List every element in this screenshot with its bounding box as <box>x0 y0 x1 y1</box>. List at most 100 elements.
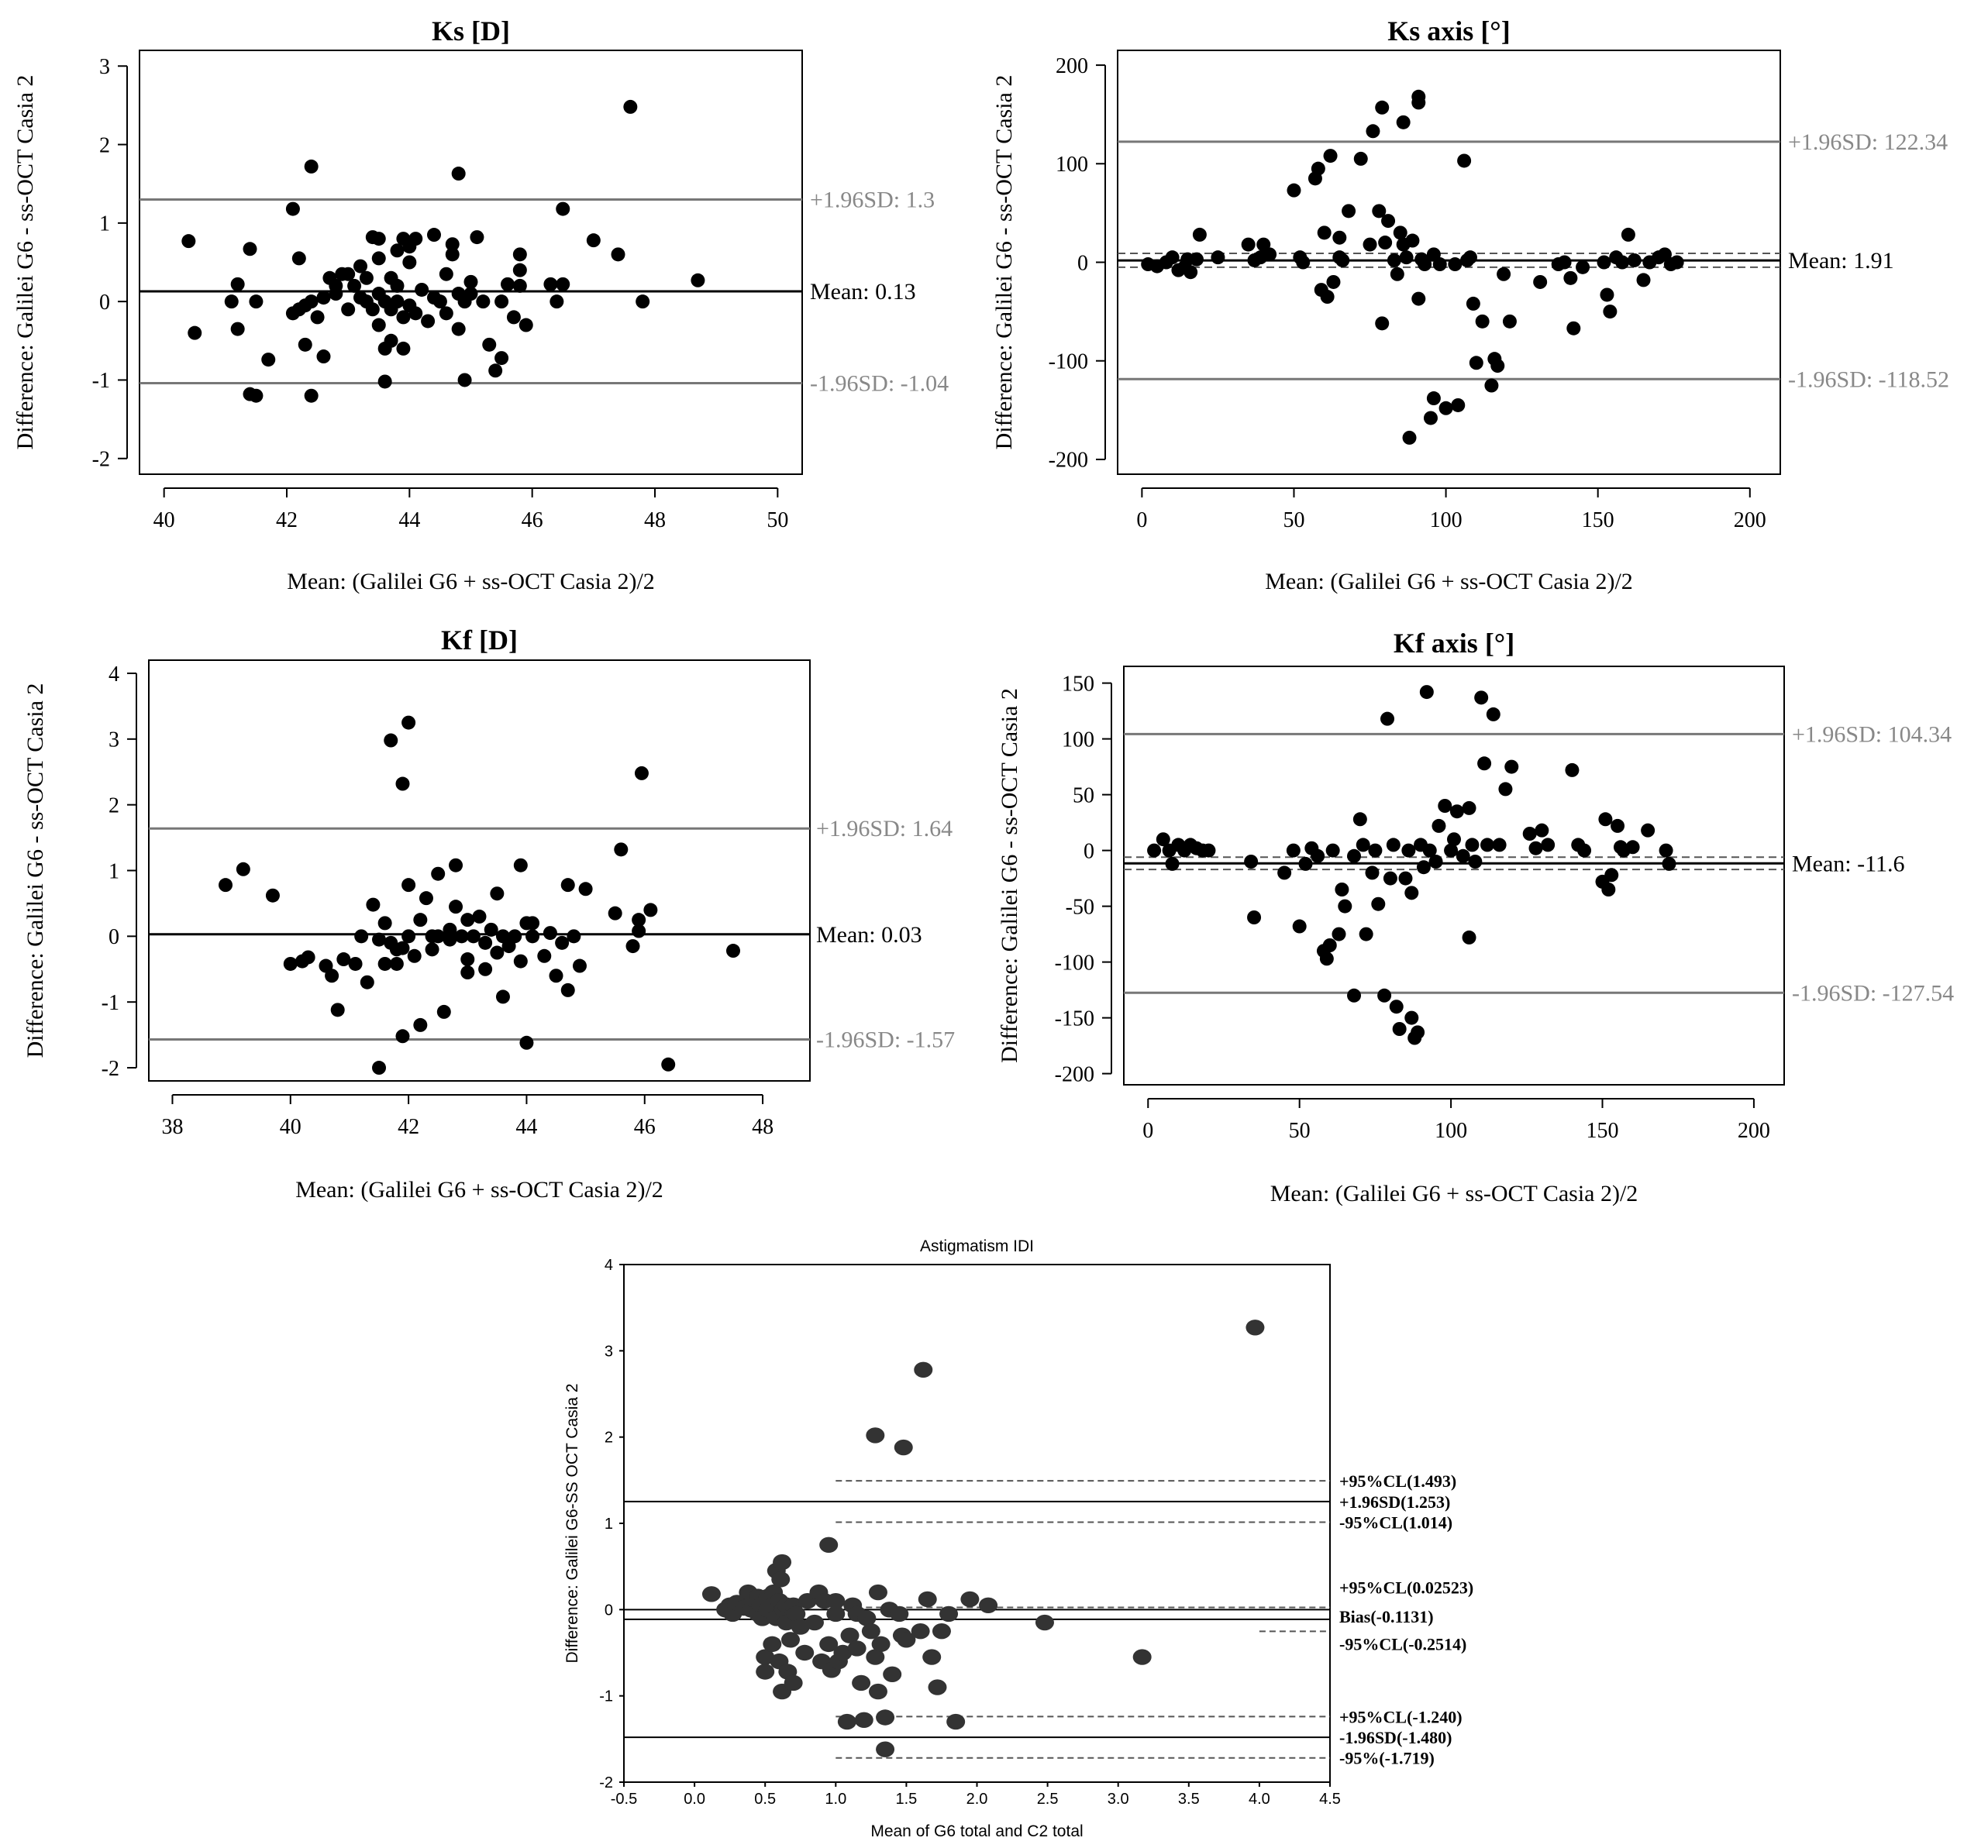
data-point <box>543 277 558 291</box>
data-point <box>408 232 423 246</box>
data-point <box>1528 841 1543 855</box>
data-point <box>1451 397 1466 412</box>
data-point <box>316 349 331 364</box>
data-point <box>427 228 441 243</box>
data-point <box>431 866 446 881</box>
x-tick-label: 48 <box>752 1115 773 1139</box>
y-tick-label: -100 <box>1055 951 1094 975</box>
data-point <box>1598 812 1613 827</box>
data-point <box>371 232 386 246</box>
data-point <box>756 1664 775 1680</box>
x-tick-label: 4.0 <box>1249 1791 1270 1808</box>
data-point <box>1497 267 1511 281</box>
data-point <box>470 230 484 245</box>
y-tick-label: -1 <box>102 991 119 1015</box>
data-point <box>476 294 491 309</box>
limit-label: +1.96SD: 1.3 <box>810 187 935 212</box>
data-point <box>1432 818 1446 833</box>
x-axis-label: Mean: (Galilei G6 + ss-OCT Casia 2)/2 <box>287 569 655 594</box>
data-point <box>1456 848 1470 863</box>
data-point <box>389 956 404 971</box>
data-point <box>549 969 563 983</box>
data-point <box>1392 1022 1407 1036</box>
x-tick-label: 46 <box>634 1115 656 1139</box>
data-point <box>304 388 319 403</box>
data-point <box>1468 855 1483 869</box>
x-tick-label: 3.0 <box>1108 1791 1129 1808</box>
data-point <box>484 922 498 937</box>
reference-line-label: -1.96SD(-1.480) <box>1339 1728 1452 1747</box>
x-tick-label: 40 <box>153 508 175 532</box>
x-tick-label: 50 <box>767 508 788 532</box>
data-point <box>301 950 315 965</box>
data-point <box>330 1003 345 1017</box>
data-point <box>1399 250 1414 265</box>
chart-astig: Astigmatism IDI -0.5 0.0 0.5 1.0 1.5 2.0 2.5 3.0… <box>563 1237 1473 1840</box>
data-point <box>1368 843 1383 858</box>
y-tick-label: 4 <box>109 662 119 687</box>
y-tick-label: 0 <box>605 1602 613 1619</box>
data-point <box>1165 250 1180 265</box>
data-point <box>763 1636 782 1653</box>
chart-ks: Ks [D] 40 42 44 46 48 50 -2 -1 0 1 2 3 Mean: (Galilei… <box>12 15 949 594</box>
y-tick-label: 1 <box>605 1516 613 1533</box>
data-point <box>384 333 398 348</box>
data-point <box>439 267 453 281</box>
data-point <box>868 1584 887 1601</box>
data-point <box>249 294 264 309</box>
data-point <box>336 952 351 967</box>
data-point <box>1557 255 1572 270</box>
data-point <box>1411 291 1426 306</box>
data-point <box>1419 685 1434 700</box>
data-point <box>401 878 416 893</box>
chart-title: Kf [D] <box>441 625 518 656</box>
data-point <box>1463 250 1477 265</box>
data-point <box>643 903 658 917</box>
y-axis-label: Difference: Galilei G6 - ss-OCT Casia 2 <box>22 683 48 1058</box>
data-point <box>1323 149 1338 163</box>
data-point <box>463 287 478 301</box>
x-tick-label: 1.0 <box>825 1791 846 1808</box>
x-tick-label: 100 <box>1430 508 1463 532</box>
data-point <box>623 99 638 114</box>
data-point <box>1165 856 1180 871</box>
data-point <box>1563 270 1578 285</box>
y-tick-label: 0 <box>1077 251 1088 275</box>
data-point <box>1462 930 1476 945</box>
data-point <box>1335 253 1350 267</box>
chart-title: Astigmatism IDI <box>920 1237 1034 1255</box>
data-point <box>894 1439 913 1456</box>
data-point <box>478 935 493 950</box>
limit-label: -1.96SD: -1.04 <box>810 370 949 396</box>
data-point <box>1380 711 1395 726</box>
data-point <box>1444 843 1459 858</box>
mean-label: Mean: 1.91 <box>1788 248 1894 274</box>
data-point <box>1428 855 1443 869</box>
reference-line-label: +95%CL(1.493) <box>1339 1471 1456 1491</box>
data-point <box>537 948 552 963</box>
x-tick-label: 42 <box>276 508 298 532</box>
mean-label: Mean: 0.03 <box>816 922 922 948</box>
mean-label: Mean: -11.6 <box>1792 851 1905 876</box>
data-point <box>1383 871 1397 886</box>
x-tick-label: 44 <box>515 1115 537 1139</box>
data-point <box>840 1627 860 1643</box>
data-point <box>1192 227 1207 242</box>
reference-line-label: -95%(-1.719) <box>1339 1749 1435 1768</box>
data-point <box>1286 843 1301 858</box>
x-tick-label: 48 <box>644 508 666 532</box>
data-point <box>316 291 331 305</box>
data-point <box>1359 927 1373 941</box>
data-point <box>230 277 245 291</box>
data-point <box>443 932 457 947</box>
limit-label: -1.96SD: -118.52 <box>1788 367 1949 392</box>
chart-title: Kf axis [°] <box>1394 628 1514 659</box>
data-point <box>425 942 439 957</box>
data-point <box>1662 856 1676 871</box>
y-axis-label: Difference: Galilei G6 - ss-OCT Casia 2 <box>991 75 1017 450</box>
data-point <box>1398 871 1413 886</box>
data-point <box>513 954 528 969</box>
data-point <box>1363 237 1377 252</box>
data-point <box>372 932 387 947</box>
x-tick-label: 3.5 <box>1178 1791 1200 1808</box>
